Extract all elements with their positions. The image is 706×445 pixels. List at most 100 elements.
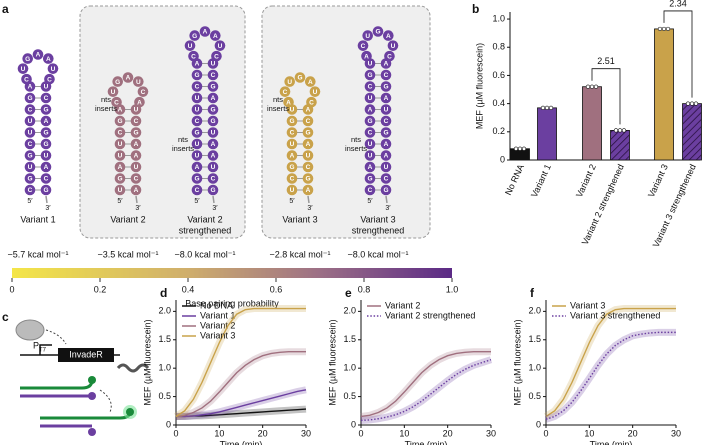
x-axis-label: Time (min): [590, 439, 633, 445]
nucleotide: [286, 115, 298, 127]
nucleotide: [302, 127, 314, 138]
colorbar: [12, 268, 452, 278]
nucleotide: [24, 138, 36, 150]
nucleotide-label: A: [384, 95, 389, 102]
nucleotide: [40, 104, 52, 115]
y-tick-label: 0.4: [492, 98, 505, 108]
panel-label: d: [160, 286, 167, 300]
y-axis-label: MEF (µM fluorescein): [142, 319, 152, 405]
energy-label: −8.0 kcal mol⁻¹: [174, 249, 235, 259]
y-axis-label: MEF (µM fluorescein): [474, 43, 484, 129]
nucleotide: [364, 127, 376, 138]
nucleotide-label: G: [43, 141, 48, 148]
note: nts: [273, 95, 283, 104]
end-arrow: [307, 195, 310, 204]
y-tick-label: 0.5: [343, 391, 356, 401]
nucleotide: [364, 161, 376, 173]
nucleotide: [191, 92, 203, 104]
series-line: [360, 358, 492, 422]
series-band: [174, 305, 306, 420]
nucleotide-label: U: [368, 95, 373, 102]
three-prime: 3′: [307, 205, 313, 212]
nucleotide: [286, 127, 298, 138]
nucleotide-label: C: [134, 176, 139, 183]
nucleotide: [40, 138, 52, 150]
nucleotide: [302, 184, 314, 196]
nucleotide-label: C: [290, 176, 295, 183]
nucleotide: [279, 86, 291, 97]
structure-label: Variant 3: [282, 214, 317, 224]
nucleotide-label: U: [384, 107, 389, 114]
y-tick-label: 1.0: [492, 13, 505, 23]
nucleotide: [207, 69, 219, 81]
nucleotide-label: U: [287, 79, 292, 86]
legend-label: Variant 3 strengthened: [570, 310, 660, 320]
three-prime: 3′: [135, 205, 141, 212]
arrow: [45, 329, 67, 345]
x-tick-label: 10: [399, 428, 409, 438]
nucleotide: [387, 40, 399, 51]
nucleotide-label: G: [305, 176, 310, 183]
series-band: [544, 328, 676, 423]
annotation: 2.34: [669, 0, 687, 8]
nucleotide-label: C: [195, 187, 200, 194]
nucleotide-label: C: [214, 53, 219, 60]
note: nts: [101, 95, 111, 104]
schematic: P T7 InvadeR: [15, 319, 150, 436]
nucleotide-label: U: [134, 107, 139, 114]
nucleotide-label: G: [194, 72, 199, 79]
replicate-dot: [548, 105, 554, 110]
nucleotide: [383, 30, 394, 41]
nucleotide-label: A: [44, 164, 49, 171]
nucleotide: [286, 184, 298, 196]
nucleotide: [184, 40, 196, 51]
nucleotide-label: G: [115, 79, 120, 86]
nucleotide: [384, 50, 395, 62]
replicate-dot: [617, 128, 623, 133]
nucleotide: [207, 81, 219, 92]
nucleotide: [364, 150, 376, 161]
note: inserts: [267, 104, 289, 113]
series-line: [175, 307, 306, 418]
nucleotide-label: C: [368, 130, 373, 137]
nucleotide: [357, 40, 369, 51]
replicate-dot: [513, 146, 519, 151]
structure-label: strengthened: [352, 225, 405, 235]
nucleotide-label: U: [44, 153, 49, 160]
nucleotide-label: U: [134, 164, 139, 171]
nucleotide-label: G: [117, 176, 122, 183]
panel-label: a: [2, 2, 9, 16]
nucleotide-label: C: [361, 43, 366, 50]
nucleotide: [24, 161, 36, 173]
x-tick-label: 10: [214, 428, 224, 438]
bracket: [591, 68, 621, 125]
nucleotide: [364, 81, 376, 92]
nucleotide-label: G: [43, 187, 48, 194]
legend-label: Variant 3: [200, 330, 235, 340]
nucleotide-label: C: [384, 72, 389, 79]
nucleotide: [114, 184, 126, 196]
nucleotide: [191, 69, 203, 81]
nucleotide-label: U: [211, 130, 216, 137]
nucleotide-label: C: [44, 176, 49, 183]
end-arrow: [212, 195, 215, 204]
nucleotide-label: A: [213, 33, 218, 40]
nucleotide: [286, 138, 298, 150]
nucleotide: [364, 184, 376, 196]
strand-green: [40, 411, 132, 420]
nucleotide-label: U: [195, 107, 200, 114]
nucleotide-label: A: [203, 29, 208, 36]
nucleotide-label: U: [28, 164, 33, 171]
y-tick-label: 2.0: [158, 306, 171, 316]
nucleotide: [40, 184, 52, 196]
nucleotide: [380, 81, 392, 92]
structure-label: Variant 2: [187, 214, 222, 224]
nucleotide-label: G: [25, 56, 30, 63]
nucleotide: [207, 161, 219, 173]
nucleotide-label: C: [134, 118, 139, 125]
nucleotide-label: G: [27, 95, 32, 102]
nucleotide-label: A: [118, 164, 123, 171]
x-tick-label: 0: [543, 428, 548, 438]
nucleotide-label: A: [195, 61, 200, 68]
nucleotide: [114, 115, 126, 127]
